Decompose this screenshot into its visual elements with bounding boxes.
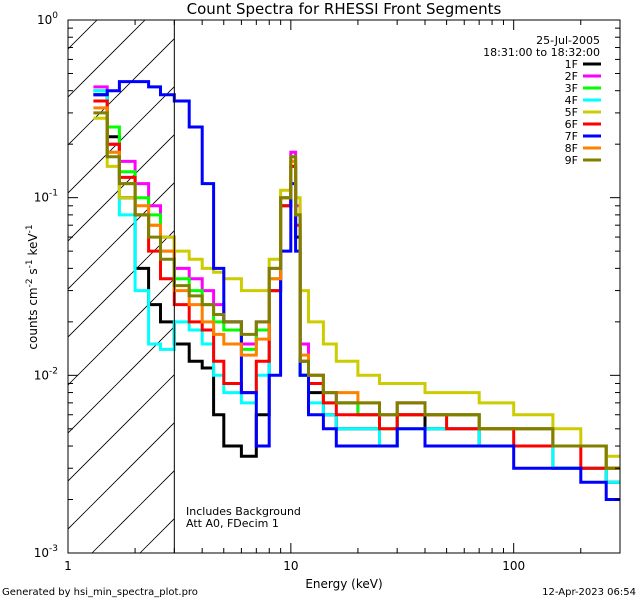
hatch-line <box>68 86 175 194</box>
axis-ticks <box>67 19 621 554</box>
series-line-9f <box>93 111 620 470</box>
legend-label-3f: 3F <box>565 82 578 95</box>
chart-title: Count Spectra for RHESSI Front Segments <box>187 0 502 18</box>
legend-label-9f: 9F <box>565 154 578 167</box>
y-label-part-c: s <box>26 268 40 278</box>
hatch-line <box>0 0 116 553</box>
legend-label-8f: 8F <box>565 142 578 155</box>
footer-timestamp: 12-Apr-2023 06:54 <box>542 587 636 598</box>
hatch-line <box>68 278 175 386</box>
x-tick-label: 10 <box>283 559 298 573</box>
series-group <box>93 80 620 501</box>
x-tick-label: 100 <box>502 559 525 573</box>
y-label-exp-f: -1 <box>25 224 35 233</box>
hatch-line <box>68 182 175 290</box>
time-range-label: 18:31:00 to 18:32:00 <box>483 46 600 59</box>
legend-label-7f: 7F <box>565 130 578 143</box>
annotation-attenuator: Att A0, FDecim 1 <box>186 517 279 530</box>
plot-frame <box>67 19 621 554</box>
hatch-line <box>68 230 175 338</box>
series-line-7f <box>93 80 620 501</box>
hatch-line <box>68 374 175 482</box>
y-tick-label: 10-1 <box>34 189 58 205</box>
y-tick-label: 10-3 <box>34 544 58 560</box>
legend-label-6f: 6F <box>565 118 578 131</box>
y-label-part-a: counts cm <box>26 287 40 349</box>
legend-label-2f: 2F <box>565 70 578 83</box>
y-label-exp-b: -2 <box>25 278 35 287</box>
x-tick-label: 1 <box>64 559 72 573</box>
hatch-line <box>68 134 175 242</box>
legend-label-1f: 1F <box>565 58 578 71</box>
hatch-region <box>0 0 175 553</box>
footer-generated-by: Generated by hsi_min_spectra_plot.pro <box>2 587 198 598</box>
y-tick-label: 10-2 <box>34 366 58 382</box>
y-label-part-e: keV <box>26 233 40 260</box>
hatch-line <box>68 38 175 146</box>
legend-label-5f: 5F <box>565 106 578 119</box>
hatch-line <box>68 422 175 530</box>
hatch-line <box>68 20 146 98</box>
y-label-exp-d: -1 <box>25 259 35 268</box>
annotation-background: Includes Background <box>186 505 301 518</box>
x-axis-label: Energy (keV) <box>305 577 382 591</box>
x-tick-labels: 1 10 100 <box>64 559 525 573</box>
date-label: 25-Jul-2005 <box>536 34 600 47</box>
y-tick-label: 100 <box>37 11 58 27</box>
y-tick-labels: 100 10-1 10-2 10-3 <box>34 11 59 560</box>
legend-label-4f: 4F <box>565 94 578 107</box>
series-line-4f <box>93 89 620 484</box>
y-axis-label: counts cm-2 s-1 keV-1 <box>25 224 40 349</box>
